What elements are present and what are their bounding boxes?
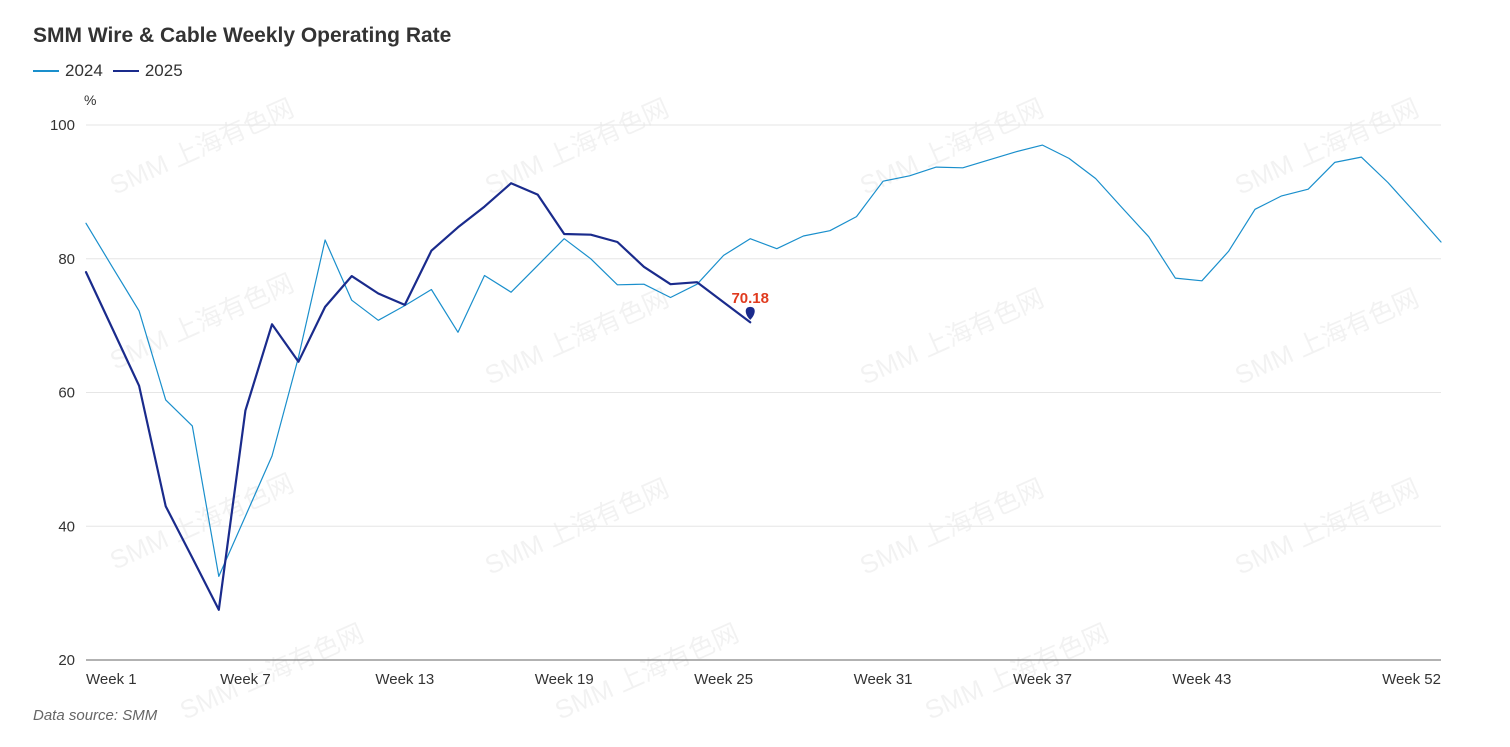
- y-unit-label: %: [84, 92, 96, 108]
- legend-label-2025: 2025: [144, 61, 183, 80]
- series-line-2025: [84, 182, 752, 611]
- x-tick-label: Week 43: [1172, 671, 1231, 688]
- watermark-text: SMM 上海有色网: [480, 283, 673, 391]
- x-tick-label: Week 25: [694, 671, 753, 688]
- x-tick-label: Week 37: [1013, 671, 1072, 688]
- x-tick-label: Week 52: [1382, 671, 1441, 688]
- watermark-text: SMM 上海有色网: [175, 618, 368, 726]
- chart-title: SMM Wire & Cable Weekly Operating Rate: [33, 24, 452, 47]
- data-label: 70.18: [731, 290, 769, 307]
- legend-label-2024: 2024: [65, 61, 103, 80]
- watermark-text: SMM 上海有色网: [105, 268, 298, 376]
- legend-item-2024[interactable]: 2024: [33, 61, 103, 81]
- legend-swatch-2025: [112, 70, 139, 72]
- watermark-text: SMM 上海有色网: [855, 93, 1048, 201]
- watermark-text: SMM 上海有色网: [105, 468, 298, 576]
- x-tick-label: Week 13: [375, 671, 434, 688]
- watermark-text: SMM 上海有色网: [1230, 283, 1423, 391]
- y-tick-label: 40: [58, 518, 75, 535]
- y-tick-label: 80: [58, 251, 75, 268]
- chart-legend: 2024 2025: [33, 61, 193, 81]
- watermark-text: SMM 上海有色网: [855, 283, 1048, 391]
- y-tick-label: 60: [58, 385, 75, 402]
- x-tick-label: Week 19: [535, 671, 594, 688]
- annotation-marker: [745, 306, 755, 320]
- watermark-text: SMM 上海有色网: [105, 93, 298, 201]
- y-tick-label: 100: [50, 117, 75, 134]
- series-line-2024: [85, 144, 1442, 578]
- legend-item-2025[interactable]: 2025: [112, 61, 183, 81]
- x-tick-label: Week 1: [86, 671, 137, 688]
- watermark-text: SMM 上海有色网: [1230, 93, 1423, 201]
- legend-swatch-2024: [33, 70, 59, 72]
- x-tick-label: Week 31: [854, 671, 913, 688]
- y-tick-label: 20: [58, 652, 75, 669]
- data-source-note: Data source: SMM: [33, 707, 158, 724]
- x-tick-label: Week 7: [220, 671, 271, 688]
